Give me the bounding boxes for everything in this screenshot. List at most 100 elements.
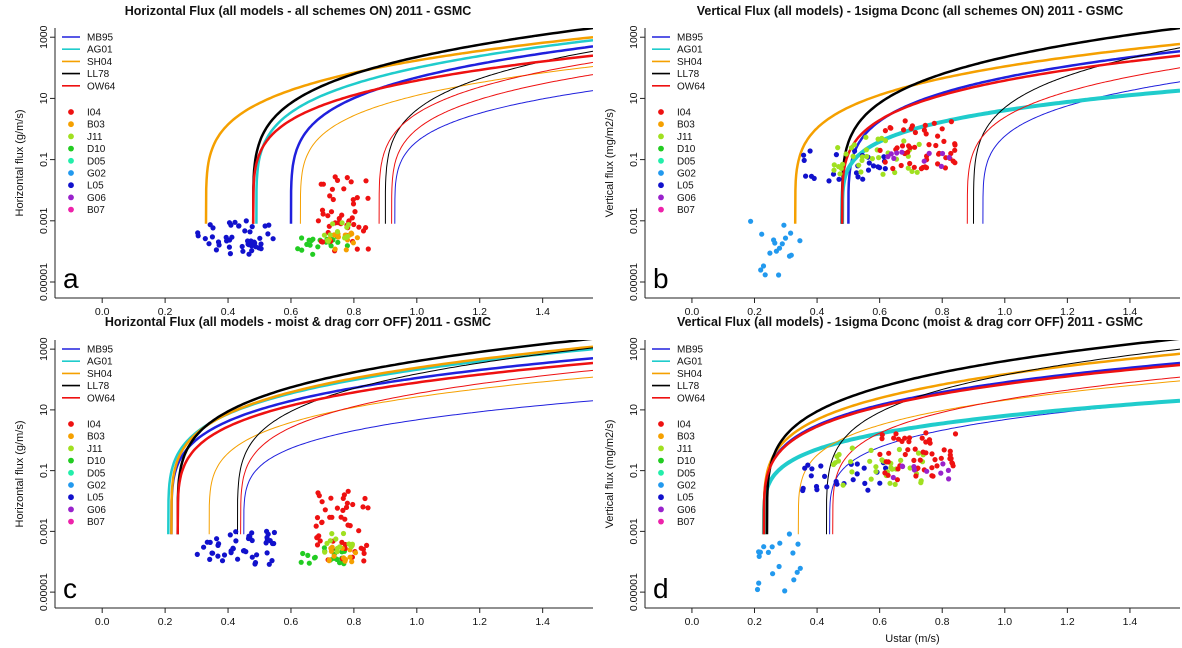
- x-tick-label: 1.4: [535, 306, 550, 318]
- x-tick-label: 1.4: [535, 616, 550, 628]
- data-point-I04: [320, 239, 326, 245]
- data-point-I04: [902, 118, 908, 124]
- legend-point-swatch: [68, 170, 74, 176]
- data-point-I04: [361, 558, 367, 564]
- legend-label: B07: [677, 205, 695, 216]
- legend-point-swatch: [68, 157, 74, 164]
- data-point-G02: [786, 531, 793, 537]
- data-point-L05: [853, 170, 860, 176]
- x-tick-label: 1.2: [1060, 306, 1075, 318]
- data-point-D10: [312, 554, 318, 560]
- data-point-L05: [213, 247, 219, 253]
- legend-label: I04: [677, 108, 691, 119]
- data-point-B03: [331, 553, 337, 559]
- legend-label: MB95: [87, 345, 114, 356]
- data-point-I04: [919, 435, 925, 441]
- y-tick-label: 0.001: [38, 518, 50, 544]
- data-point-J11: [340, 530, 347, 537]
- data-point-L05: [801, 157, 807, 163]
- data-point-G02: [791, 577, 797, 583]
- data-point-I04: [893, 431, 899, 437]
- data-point-J11: [873, 469, 879, 475]
- data-point-L05: [226, 220, 233, 226]
- data-point-I04: [932, 457, 938, 463]
- legend-point-swatch: [68, 445, 74, 452]
- data-point-G02: [769, 544, 775, 550]
- data-point-J11: [869, 156, 876, 162]
- data-point-I04: [886, 450, 892, 456]
- legend-label: D05: [677, 156, 696, 167]
- data-point-G06: [921, 158, 927, 164]
- data-point-D10: [321, 545, 327, 551]
- data-point-L05: [824, 484, 830, 490]
- legend-label: B03: [87, 432, 105, 443]
- data-point-I04: [948, 119, 955, 125]
- data-point-G02: [794, 569, 800, 575]
- data-point-L05: [241, 548, 247, 554]
- data-point-G02: [748, 218, 754, 224]
- legend-point-swatch: [658, 421, 664, 427]
- data-point-G02: [776, 563, 782, 570]
- y-tick-label: 10: [38, 404, 50, 416]
- data-point-I04: [349, 215, 355, 221]
- y-tick-label: 1000: [628, 25, 640, 49]
- legend-point-swatch: [68, 494, 74, 501]
- data-point-J11: [345, 222, 352, 228]
- data-point-L05: [228, 550, 234, 556]
- legend-label: I04: [677, 420, 691, 431]
- data-point-I04: [320, 211, 326, 217]
- x-tick-label: 0.2: [158, 306, 173, 318]
- data-point-G06: [924, 468, 930, 474]
- data-point-I04: [365, 195, 371, 201]
- y-tick-label: 10: [628, 92, 640, 104]
- data-point-I04: [350, 501, 356, 508]
- data-point-G02: [760, 263, 767, 269]
- data-point-I04: [316, 493, 322, 499]
- legend-label: G06: [87, 505, 106, 516]
- legend-label: I04: [87, 108, 101, 119]
- data-point-I04: [931, 120, 937, 126]
- y-tick-label: 10: [628, 404, 640, 416]
- data-point-L05: [865, 487, 871, 493]
- series-line-AG01: [840, 88, 1180, 224]
- data-point-I04: [947, 456, 953, 462]
- data-point-B03: [349, 231, 355, 237]
- data-point-L05: [210, 225, 216, 231]
- data-point-G02: [797, 238, 803, 244]
- data-point-L05: [216, 242, 222, 248]
- data-point-L05: [861, 465, 867, 471]
- legend-point-swatch: [658, 170, 664, 176]
- series-line-AG01: [167, 347, 593, 535]
- legend-point-swatch: [658, 445, 664, 452]
- data-point-J11: [905, 153, 911, 159]
- data-point-L05: [265, 531, 271, 537]
- data-point-I04: [922, 122, 928, 128]
- data-point-I04: [921, 127, 928, 133]
- series-line-OW64: [251, 54, 593, 224]
- legend-label: G06: [87, 193, 106, 204]
- series-line-SH04: [797, 380, 1180, 535]
- legend-label: OW64: [677, 393, 706, 404]
- data-point-I04: [895, 466, 901, 472]
- data-point-I04: [907, 160, 913, 167]
- data-point-L05: [800, 487, 806, 494]
- data-point-I04: [947, 448, 953, 454]
- data-point-I04: [365, 505, 371, 511]
- data-point-L05: [249, 530, 255, 536]
- legend-label: LL78: [87, 381, 110, 392]
- data-point-J11: [836, 451, 842, 458]
- data-point-I04: [360, 504, 366, 510]
- legend-label: J11: [87, 444, 103, 455]
- data-point-G02: [756, 580, 762, 586]
- data-point-D10: [306, 560, 312, 566]
- data-point-I04: [894, 477, 901, 483]
- data-point-L05: [866, 160, 872, 166]
- plot-area: [167, 340, 593, 567]
- data-point-J11: [321, 232, 327, 238]
- data-point-L05: [201, 544, 207, 550]
- data-point-I04: [929, 465, 935, 471]
- data-point-G02: [754, 586, 761, 593]
- data-point-J11: [837, 171, 843, 177]
